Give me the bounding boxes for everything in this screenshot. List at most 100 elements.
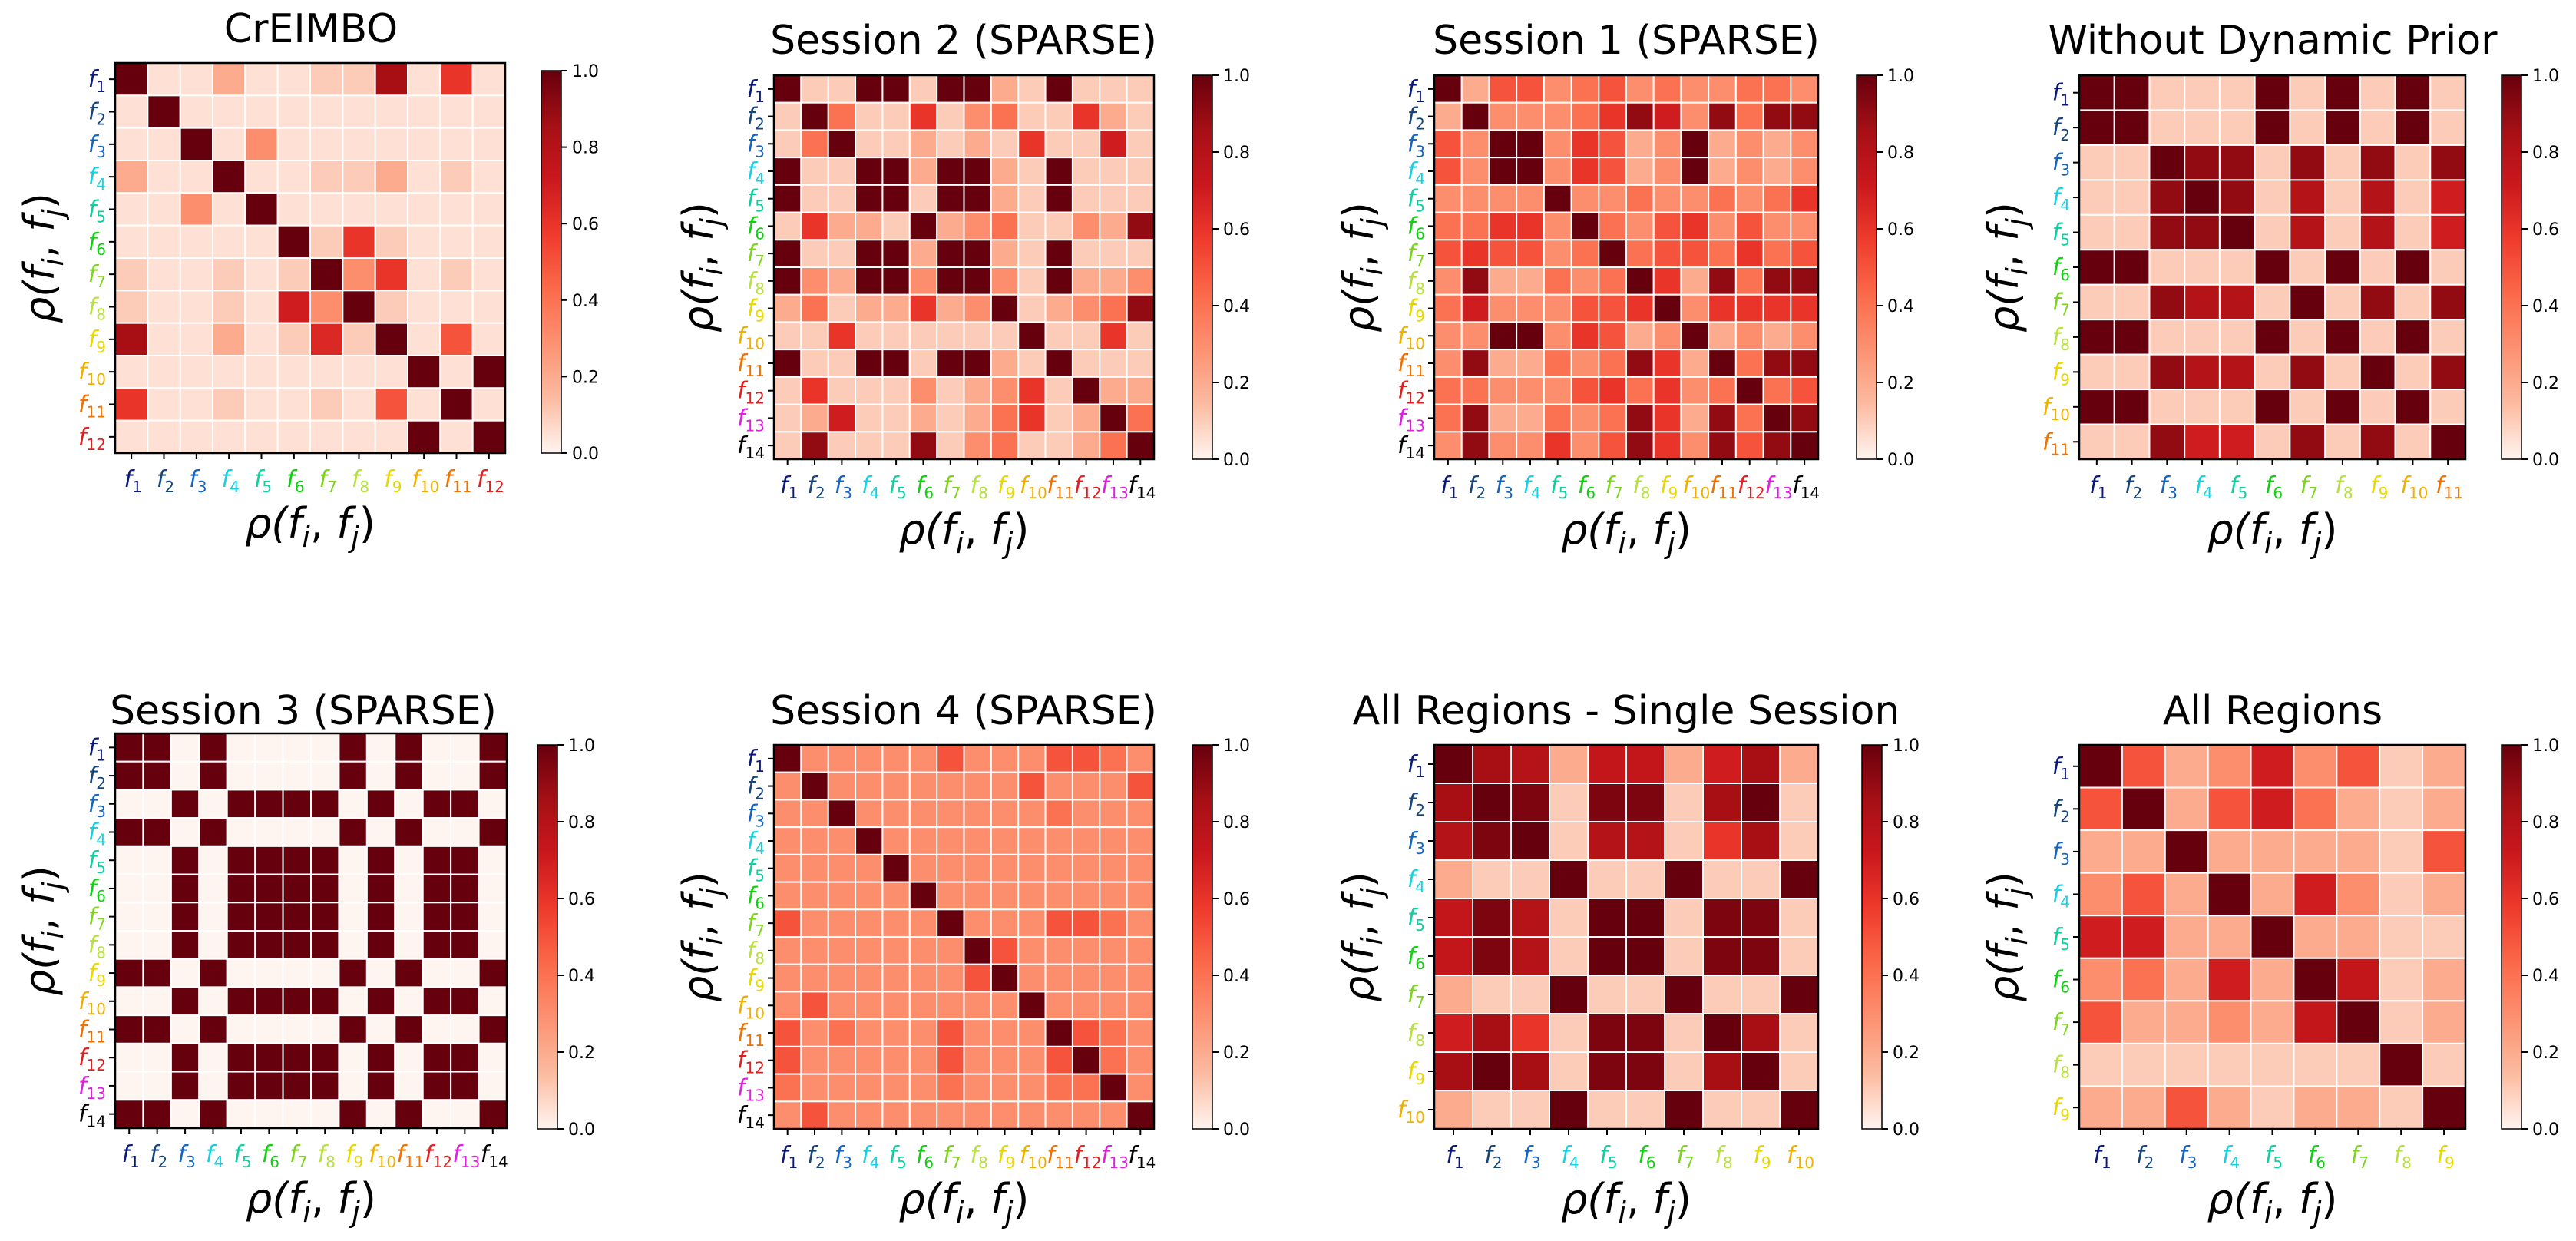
heatmap-cell [2429, 423, 2466, 461]
heatmap-cell [827, 184, 857, 213]
heatmap-cell [963, 963, 992, 993]
heatmap-cell [1472, 783, 1512, 822]
heatmap-cell [1099, 157, 1128, 186]
colorbar [2501, 744, 2522, 1130]
heatmap-cell [1017, 771, 1047, 801]
heatmap-cell [963, 799, 992, 829]
heatmap-cell [1017, 431, 1047, 460]
heatmap-cell [1071, 963, 1101, 993]
heatmap-cell [338, 760, 368, 791]
heatmap-cell [2078, 423, 2115, 461]
y-tick-label: f2 [2052, 796, 2070, 826]
heatmap-cell [855, 771, 884, 801]
heatmap-cell [2113, 283, 2151, 321]
heatmap-cell [2394, 109, 2432, 146]
heatmap-cell [1734, 239, 1764, 268]
heatmap-cell [2164, 744, 2209, 789]
heatmap-cell [2394, 283, 2432, 321]
y-tick-label: f5 [1407, 905, 1425, 935]
heatmap-cell [827, 1073, 857, 1103]
heatmap-cell [881, 991, 911, 1021]
heatmap-cell [2164, 957, 2209, 1002]
heatmap-cell [478, 930, 508, 960]
heatmap-cell [1460, 239, 1490, 268]
x-tick-label: f11 [1710, 472, 1738, 502]
heatmap-cell [908, 376, 938, 405]
y-tick-label: f5 [747, 855, 765, 885]
heatmap-cell [142, 760, 172, 791]
heatmap-cell [936, 963, 965, 993]
heatmap-cell [1126, 129, 1155, 159]
heatmap-cell [1516, 129, 1545, 159]
heatmap-cell [800, 376, 829, 405]
colorbar-tick-label: 0.2 [1223, 1044, 1250, 1063]
heatmap-cell [1664, 975, 1704, 1014]
heatmap-cell [179, 322, 214, 356]
heatmap-cell [114, 1042, 144, 1073]
heatmap-cell [990, 266, 1020, 296]
heatmap-cell [2218, 283, 2256, 321]
heatmap-cell [2148, 319, 2186, 356]
heatmap-cell [1099, 321, 1128, 351]
heatmap-cell [827, 211, 857, 241]
heatmap-cell [2113, 74, 2151, 111]
heatmap-cell [2359, 74, 2396, 111]
heatmap-cell [1625, 211, 1655, 241]
heatmap-cell [1460, 184, 1490, 213]
heatmap-cell [800, 744, 829, 773]
heatmap-cell [478, 845, 508, 875]
heatmap-cell [855, 853, 884, 883]
heatmap-cell [338, 789, 368, 819]
heatmap-cell [2184, 249, 2221, 286]
heatmap-cell [963, 239, 992, 268]
heatmap-cell [990, 184, 1020, 213]
heatmap-cell [1598, 266, 1627, 296]
x-tick-label: f1 [124, 466, 142, 496]
heatmap-cell [2359, 423, 2396, 461]
heatmap-cell [471, 419, 507, 455]
heatmap-cell [2289, 109, 2326, 146]
heatmap-cell [1017, 1073, 1047, 1103]
heatmap-cell [773, 101, 802, 131]
y-tick-label: f2 [1407, 104, 1425, 134]
colorbar-tick-label: 0.6 [572, 215, 599, 234]
heatmap-cell [1779, 1051, 1819, 1091]
heatmap-cell [2250, 957, 2295, 1002]
heatmap-cell [963, 403, 992, 433]
y-tick-label: f14 [737, 1102, 765, 1132]
x-tick-label: f2 [2136, 1142, 2154, 1172]
colorbar-tick-label: 0.2 [1223, 374, 1250, 393]
heatmap-cell [2394, 74, 2432, 111]
y-tick-label: f8 [1407, 268, 1425, 298]
heatmap-cell [2121, 786, 2166, 832]
heatmap-cell [179, 419, 214, 455]
heatmap-cell [1652, 321, 1682, 351]
heatmap-cell [827, 1100, 857, 1130]
heatmap-cell [2293, 1000, 2338, 1044]
y-axis-label: ρ(fi, fj) [15, 865, 70, 996]
x-tick-label: f5 [888, 1142, 906, 1172]
heatmap-cell [198, 1071, 228, 1101]
heatmap-cell [439, 257, 474, 292]
heatmap-cell [1708, 376, 1737, 405]
heatmap-cell [1099, 266, 1128, 296]
heatmap-cell [450, 958, 480, 988]
heatmap-cell [908, 403, 938, 433]
heatmap-cell [1543, 376, 1572, 405]
heatmap-cell [254, 873, 284, 904]
heatmap-cell [1510, 936, 1550, 976]
heatmap-cell [963, 1100, 992, 1130]
heatmap-cell [2379, 957, 2424, 1002]
heatmap-cell [2078, 957, 2123, 1002]
heatmap-cell [1044, 157, 1073, 186]
heatmap-cell [2254, 389, 2291, 425]
x-tick-label: f13 [1101, 472, 1129, 502]
heatmap-cell [936, 1100, 965, 1130]
heatmap-cell [198, 902, 228, 932]
heatmap-cell [478, 958, 508, 988]
heatmap-cell [338, 902, 368, 932]
heatmap-cell [2289, 423, 2326, 461]
heatmap-cell [936, 853, 965, 883]
heatmap-cell [310, 902, 340, 932]
heatmap-cell [773, 184, 802, 213]
